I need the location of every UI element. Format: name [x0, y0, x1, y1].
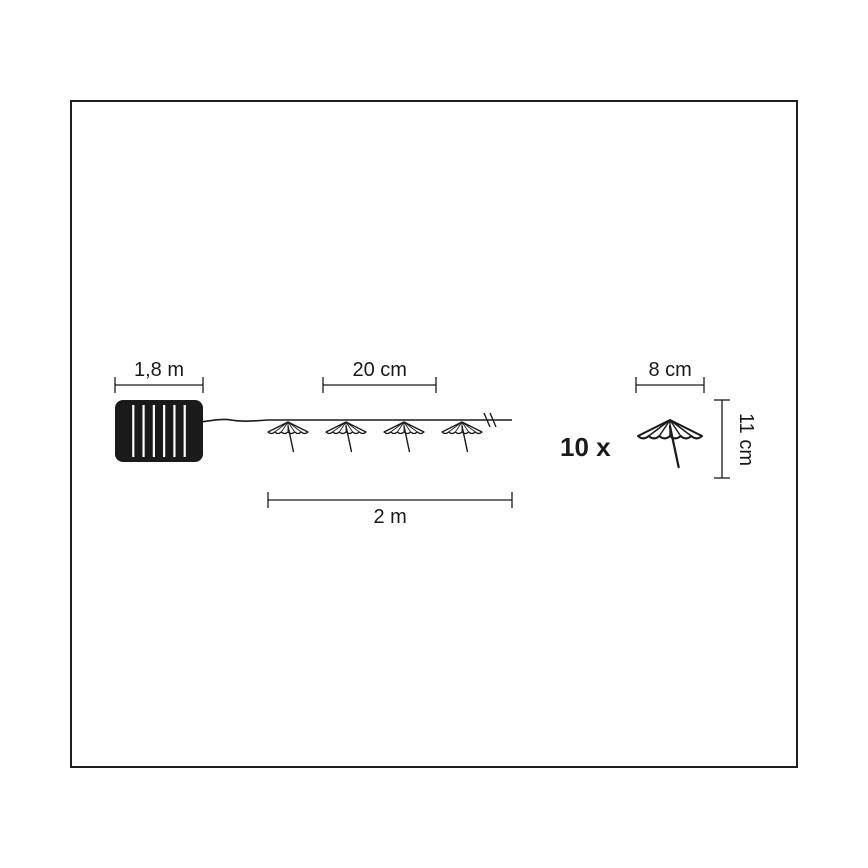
- umbrella-icon: [326, 422, 366, 451]
- label-item-width: 8 cm: [649, 359, 692, 382]
- umbrella-icon: [638, 420, 702, 467]
- umbrella-detail-icon: [632, 414, 708, 493]
- label-lit-length: 2 m: [374, 506, 407, 529]
- label-spacing: 20 cm: [353, 359, 407, 382]
- umbrella-icon: [384, 422, 424, 451]
- umbrella-icon: [268, 422, 308, 451]
- label-cable-length: 1,8 m: [134, 359, 184, 382]
- dimension-item-height: [708, 394, 736, 484]
- label-count: 10 x: [560, 432, 611, 463]
- label-item-height: 11 cm: [734, 413, 757, 466]
- umbrella-icon: [442, 422, 482, 451]
- light-string: [111, 400, 542, 480]
